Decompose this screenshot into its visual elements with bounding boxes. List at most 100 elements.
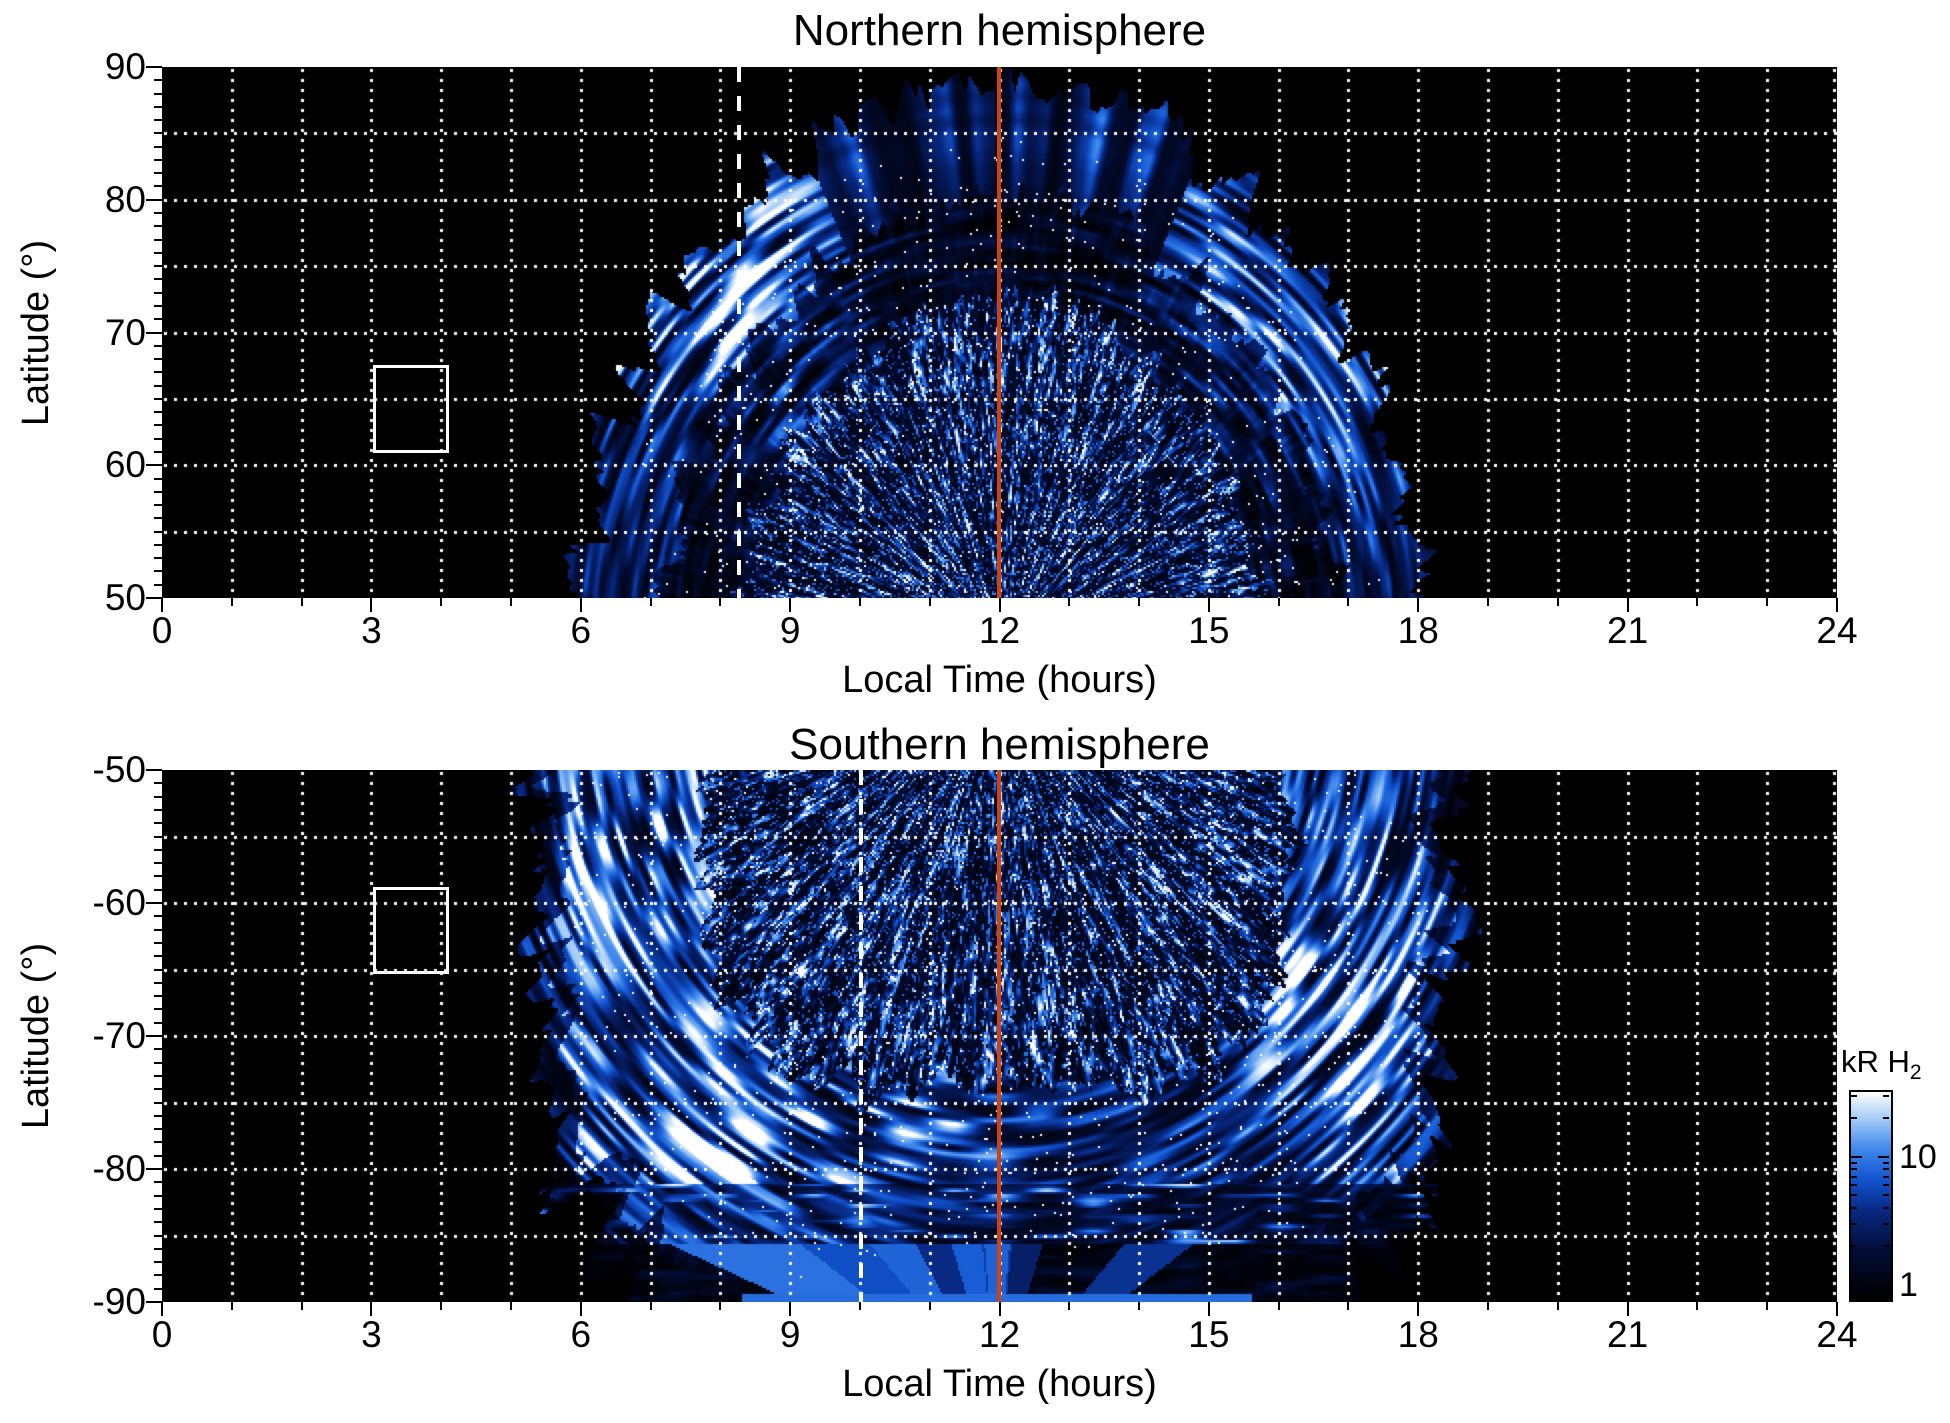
colorbar-tick	[1851, 1155, 1862, 1158]
y-tick	[154, 1008, 162, 1011]
x-tick-label: 18	[1397, 1314, 1439, 1355]
south-heatmap-panel	[162, 770, 1837, 1302]
y-tick-label: -90	[92, 1281, 146, 1322]
colorbar-tick	[1851, 1175, 1857, 1178]
y-tick	[154, 1048, 162, 1051]
x-tick	[1766, 1302, 1769, 1310]
x-tick-label: 6	[570, 610, 592, 651]
y-tick	[146, 66, 162, 68]
x-tick	[509, 598, 512, 606]
y-tick	[154, 358, 162, 361]
y-tick-label: 90	[104, 46, 146, 87]
y-tick	[154, 1261, 162, 1264]
south-reference-box	[373, 887, 449, 974]
x-tick	[1068, 1302, 1071, 1310]
south-dashed-reference-line	[859, 770, 863, 1302]
y-tick	[154, 1287, 162, 1290]
y-tick	[154, 238, 162, 241]
y-tick	[154, 1088, 162, 1091]
x-tick	[1347, 1302, 1350, 1310]
x-tick-label: 6	[570, 1314, 592, 1355]
y-tick	[146, 769, 162, 771]
y-tick	[154, 119, 162, 122]
colorbar-tick	[1883, 1245, 1889, 1248]
x-tick	[789, 598, 792, 612]
x-tick	[719, 598, 722, 606]
colorbar-tick	[1883, 1175, 1889, 1178]
colorbar-tick	[1878, 1155, 1889, 1158]
y-tick	[154, 278, 162, 281]
y-tick	[146, 1168, 162, 1170]
x-tick	[1068, 598, 1071, 606]
x-tick-label: 0	[151, 1314, 173, 1355]
colorbar-tick	[1851, 1194, 1857, 1197]
y-tick	[154, 1221, 162, 1224]
y-tick	[154, 543, 162, 546]
y-tick	[154, 862, 162, 865]
x-tick	[649, 1302, 652, 1310]
x-tick-label: 0	[151, 610, 173, 651]
colorbar-tick	[1883, 1094, 1889, 1097]
y-tick	[154, 583, 162, 586]
colorbar-tick	[1878, 1283, 1889, 1286]
y-tick	[154, 530, 162, 533]
y-tick	[154, 968, 162, 971]
x-tick	[300, 1302, 303, 1310]
x-tick	[928, 1302, 931, 1310]
north-reference-box	[373, 365, 449, 453]
y-tick	[154, 517, 162, 520]
y-tick	[154, 570, 162, 573]
x-tick	[1277, 1302, 1280, 1310]
y-tick	[154, 1247, 162, 1250]
x-tick-label: 15	[1188, 610, 1230, 651]
x-tick-label: 21	[1607, 610, 1649, 651]
colorbar-tick	[1851, 1245, 1857, 1248]
y-tick	[154, 1194, 162, 1197]
y-tick	[154, 105, 162, 108]
x-tick	[440, 1302, 443, 1310]
colorbar-tick	[1883, 1184, 1889, 1187]
y-tick	[154, 397, 162, 400]
y-tick	[154, 265, 162, 268]
x-tick	[440, 598, 443, 606]
x-tick	[1417, 598, 1420, 612]
y-tick	[154, 1074, 162, 1077]
south-x-axis-title: Local Time (hours)	[842, 1363, 1157, 1405]
y-tick	[154, 955, 162, 958]
y-tick-label: -80	[92, 1148, 146, 1189]
y-tick	[146, 1035, 162, 1037]
x-tick-label: 24	[1816, 610, 1858, 651]
y-tick	[154, 1274, 162, 1277]
x-tick	[1138, 1302, 1141, 1310]
y-tick	[154, 145, 162, 148]
x-tick	[998, 1302, 1001, 1316]
y-tick-label: -60	[92, 882, 146, 923]
x-tick	[1207, 598, 1210, 612]
y-tick	[154, 1101, 162, 1104]
x-tick	[1347, 598, 1350, 606]
south-y-axis-title: Latitude (°)	[15, 942, 57, 1130]
x-tick	[230, 598, 233, 606]
x-tick	[928, 598, 931, 606]
x-tick	[1207, 1302, 1210, 1316]
x-tick	[579, 1302, 582, 1316]
colorbar-tick-label: 10	[1899, 1137, 1937, 1176]
colorbar-tick	[1851, 1094, 1857, 1097]
y-tick	[154, 92, 162, 95]
x-tick-label: 9	[779, 1314, 801, 1355]
x-tick-label: 3	[361, 610, 382, 651]
x-tick	[579, 598, 582, 612]
colorbar-tick	[1851, 1117, 1857, 1120]
y-tick	[154, 158, 162, 161]
y-tick	[154, 1181, 162, 1184]
x-tick	[998, 598, 1001, 612]
y-tick	[154, 1207, 162, 1210]
x-tick-label: 21	[1607, 1314, 1649, 1355]
north-panel-title: Northern hemisphere	[792, 6, 1207, 55]
colorbar-tick	[1851, 1168, 1857, 1171]
x-tick	[1138, 598, 1141, 606]
x-tick	[1696, 1302, 1699, 1310]
y-tick	[154, 450, 162, 453]
x-tick	[370, 1302, 373, 1316]
y-tick	[154, 291, 162, 294]
